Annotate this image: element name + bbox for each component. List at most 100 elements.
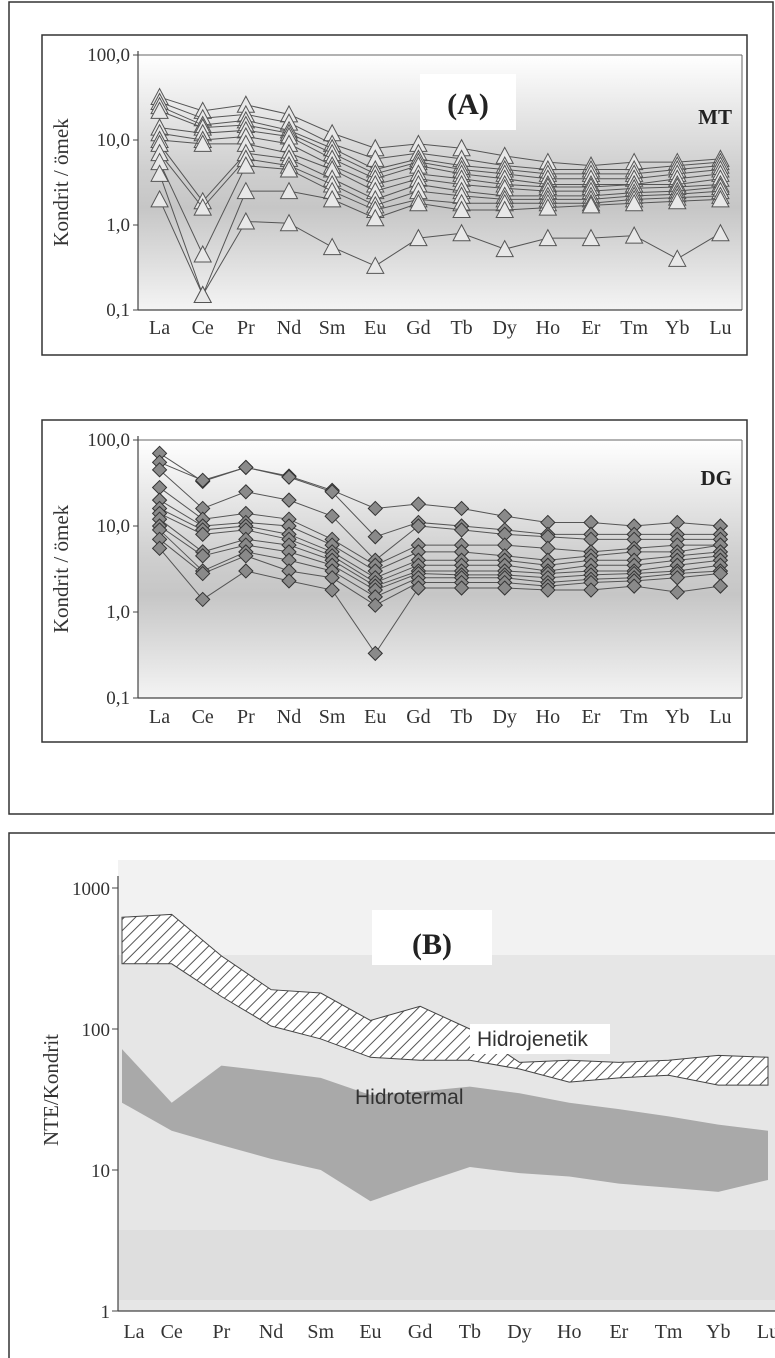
data-point-marker: [279, 213, 299, 232]
x-tick-label: Yb: [665, 706, 689, 728]
x-tick-label: Gd: [406, 706, 430, 728]
data-point-marker: [195, 472, 211, 488]
data-point-marker: [238, 459, 254, 476]
data-point-marker: [238, 548, 254, 564]
data-point-marker: [495, 200, 515, 219]
x-tick-label: Er: [582, 706, 601, 728]
series-line: [159, 139, 721, 192]
data-point-marker: [195, 565, 211, 582]
y-tick-label: 0,1: [106, 688, 130, 709]
data-point-marker: [583, 582, 599, 598]
y-tick-label: 1: [101, 1302, 111, 1323]
series-line: [159, 548, 721, 655]
x-tick-label: Er: [582, 317, 601, 339]
x-tick-label: Lu: [709, 706, 731, 728]
data-point-marker: [324, 582, 340, 598]
data-point-marker: [322, 237, 342, 256]
nte-chart: 1000 100 10 1 NTE/Kondrit La Ce Pr Nd Sm Eu Gd Tb Dy H…: [39, 860, 775, 1343]
x-tick-label: Gd: [406, 317, 430, 339]
panel-label-box: [420, 74, 516, 130]
series-line: [159, 110, 721, 180]
x-tick-label: Ce: [161, 1321, 183, 1343]
data-point-marker: [410, 518, 427, 534]
y-tick-label: 10,0: [97, 130, 130, 151]
data-point-marker: [538, 198, 558, 216]
x-tick-label: Pr: [237, 706, 255, 728]
data-point-marker: [667, 249, 687, 267]
data-point-marker: [193, 134, 213, 152]
data-point-marker: [367, 597, 383, 613]
data-point-marker: [452, 200, 471, 219]
mt-chart: 100,0 10,0 1,0 0,1 Kondrit / ömek La Ce Pr Nd Sm E…: [49, 45, 743, 339]
x-tick-label: Ho: [557, 1321, 581, 1343]
data-point-marker: [236, 181, 256, 200]
data-point-marker: [279, 159, 299, 178]
data-point-marker: [540, 582, 556, 598]
x-tick-label: Pr: [212, 1321, 230, 1343]
y-tick-label: 10: [91, 1161, 110, 1182]
x-tick-label: Pr: [237, 317, 255, 339]
data-point-marker: [236, 211, 256, 230]
data-point-marker: [324, 508, 340, 524]
x-tick-label: Lu: [757, 1321, 775, 1343]
series-line: [159, 199, 721, 297]
panel-label: (B): [412, 928, 452, 961]
x-tick-label: Yb: [665, 317, 689, 339]
data-point-marker: [195, 591, 211, 608]
x-tick-label: Eu: [359, 1321, 381, 1343]
series-line: [159, 101, 721, 170]
y-axis-label: Kondrit / ömek: [49, 504, 73, 633]
data-point-marker: [453, 580, 470, 596]
data-point-marker: [367, 500, 383, 517]
x-tick-label: Eu: [364, 317, 386, 339]
data-point-marker: [452, 223, 471, 242]
data-point-marker: [195, 526, 211, 543]
data-point-marker: [151, 462, 168, 478]
x-tick-label: Nd: [277, 317, 301, 339]
x-tick-label: La: [123, 1321, 144, 1343]
data-point-marker: [711, 189, 730, 208]
x-tick-label: Dy: [507, 1321, 531, 1343]
x-tick-label: Dy: [492, 706, 516, 728]
x-tick-label: Tm: [620, 706, 648, 728]
x-tick-label: La: [149, 317, 170, 339]
data-point-marker: [453, 500, 470, 517]
data-point-marker: [669, 584, 685, 600]
plot-background-band: [118, 1230, 775, 1300]
x-tick-label: Gd: [408, 1321, 432, 1343]
data-point-marker: [151, 540, 168, 557]
data-point-marker: [581, 195, 601, 214]
plot-background: [138, 440, 742, 698]
data-point-marker: [410, 580, 427, 596]
data-point-marker: [195, 548, 211, 564]
y-tick-label: 1000: [72, 879, 110, 900]
data-point-marker: [238, 563, 254, 579]
panel-a-frame: [8, 1, 774, 815]
data-point-marker: [279, 181, 299, 200]
data-point-marker: [409, 228, 428, 247]
dg-chart: 100,0 10,0 1,0 0,1 Kondrit / ömek La Ce Pr Nd Sm E…: [49, 430, 743, 728]
y-axis-label: Kondrit / ömek: [49, 118, 73, 247]
data-point-marker: [624, 226, 644, 244]
data-point-marker: [324, 484, 340, 500]
data-point-marker: [409, 193, 428, 212]
hidrotermal-label: Hidrotermal: [355, 1086, 464, 1109]
panel-label: (A): [447, 88, 489, 121]
data-point-marker: [365, 256, 385, 274]
data-point-marker: [712, 578, 729, 594]
data-point-marker: [367, 529, 383, 545]
y-tick-label: 1,0: [106, 215, 130, 236]
data-point-marker: [365, 208, 385, 227]
x-tick-label: Nd: [277, 706, 301, 728]
data-point-marker: [281, 469, 297, 485]
series-group-label: DG: [701, 466, 733, 490]
series-line: [159, 152, 721, 209]
data-point-marker: [281, 492, 297, 508]
data-point-marker: [281, 573, 297, 589]
x-tick-label: La: [149, 706, 170, 728]
x-tick-label: Tb: [459, 1321, 481, 1343]
data-point-marker: [495, 239, 515, 258]
x-tick-label: Tb: [450, 317, 472, 339]
panel-label-box: [372, 910, 492, 965]
